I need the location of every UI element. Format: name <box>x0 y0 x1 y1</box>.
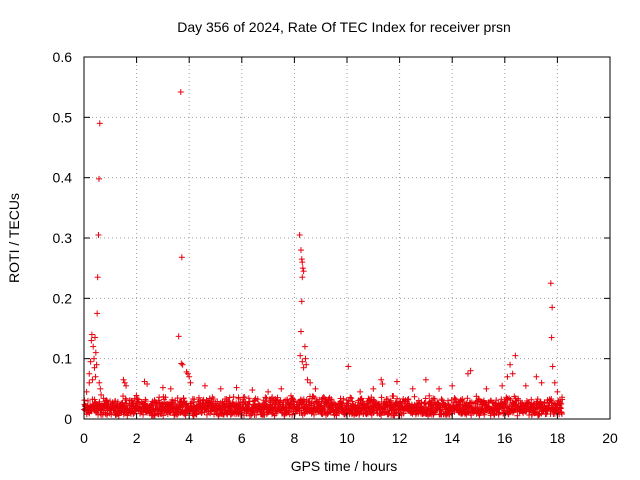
roti-point-baseline <box>310 393 317 400</box>
roti-point-baseline <box>103 397 110 404</box>
roti-point-baseline <box>502 401 509 408</box>
roti-point-baseline <box>136 399 143 406</box>
roti-point-baseline <box>187 400 194 407</box>
roti-point-baseline <box>274 394 281 401</box>
roti-point-baseline <box>390 393 397 400</box>
roti-point-baseline <box>287 392 294 399</box>
roti-point-baseline <box>195 394 202 401</box>
roti-point-baseline <box>162 394 169 401</box>
roti-point-baseline <box>418 399 425 406</box>
roti-point-baseline <box>262 394 269 401</box>
roti-point-baseline <box>395 412 402 419</box>
roti-point-baseline <box>347 394 354 401</box>
roti-point-baseline <box>269 394 276 401</box>
roti-point-baseline <box>191 396 198 403</box>
roti-point-baseline <box>358 395 365 402</box>
roti-point-baseline <box>515 397 522 404</box>
roti-point-baseline <box>509 409 516 416</box>
roti-point-baseline <box>160 412 167 419</box>
roti-point-baseline <box>328 396 335 403</box>
roti-point-baseline <box>430 395 437 402</box>
roti-point-baseline <box>411 393 418 400</box>
roti-point-baseline <box>134 395 141 402</box>
roti-point-baseline <box>203 411 210 418</box>
roti-point-baseline <box>400 410 407 417</box>
roti-point-baseline <box>188 400 195 407</box>
roti-point-baseline <box>464 395 471 402</box>
roti-point-baseline <box>120 411 127 418</box>
roti-point-baseline <box>514 412 521 419</box>
roti-point-baseline <box>133 392 140 399</box>
roti-point-baseline <box>174 411 181 418</box>
grid-layer <box>84 57 610 419</box>
roti-point-baseline <box>245 395 252 402</box>
roti-point-baseline <box>214 398 221 405</box>
roti-point-baseline <box>310 400 317 407</box>
roti-point-baseline <box>311 411 318 418</box>
roti-point-baseline <box>340 395 347 402</box>
roti-point-baseline <box>241 394 248 401</box>
roti-point-baseline <box>498 396 505 403</box>
roti-point-baseline <box>319 395 326 402</box>
roti-point-baseline <box>311 394 318 401</box>
roti-point-baseline <box>373 407 380 414</box>
roti-point-baseline <box>451 395 458 402</box>
roti-point-baseline <box>493 397 500 404</box>
roti-point-baseline <box>438 396 445 403</box>
roti-point-baseline <box>140 411 147 418</box>
roti-point-baseline <box>130 399 137 406</box>
roti-point-baseline <box>336 410 343 417</box>
roti-point-baseline <box>349 398 356 405</box>
roti-point-baseline <box>409 410 416 417</box>
roti-point-baseline <box>112 398 119 405</box>
roti-point-baseline <box>394 395 401 402</box>
roti-point-baseline <box>468 412 475 419</box>
roti-point-baseline <box>366 397 373 404</box>
roti-point-baseline <box>422 395 429 402</box>
roti-point-baseline <box>405 396 412 403</box>
roti-point-baseline <box>142 398 149 405</box>
roti-point-baseline <box>345 397 352 404</box>
roti-point-baseline <box>174 395 181 402</box>
roti-point-baseline <box>426 392 433 399</box>
points-layer <box>81 88 566 419</box>
roti-point-baseline <box>371 397 378 404</box>
roti-point-baseline <box>114 398 121 405</box>
roti-point-baseline <box>210 396 217 403</box>
roti-point-baseline <box>459 396 466 403</box>
roti-point-baseline <box>115 412 122 419</box>
roti-point-baseline <box>180 395 187 402</box>
roti-point-baseline <box>295 406 302 413</box>
roti-point-baseline <box>228 405 235 412</box>
roti-point-baseline <box>387 397 394 404</box>
roti-point-baseline <box>468 399 475 406</box>
roti-point-baseline <box>439 397 446 404</box>
roti-point-baseline <box>263 395 270 402</box>
roti-point-baseline <box>151 412 158 419</box>
roti-point-baseline <box>444 397 451 404</box>
roti-point-baseline <box>481 411 488 418</box>
roti-point-baseline <box>404 396 411 403</box>
roti-point-baseline <box>348 395 355 402</box>
roti-point-baseline <box>302 401 309 408</box>
roti-point-baseline <box>474 397 481 404</box>
roti-point-baseline <box>290 397 297 404</box>
roti-point-baseline <box>120 393 127 400</box>
